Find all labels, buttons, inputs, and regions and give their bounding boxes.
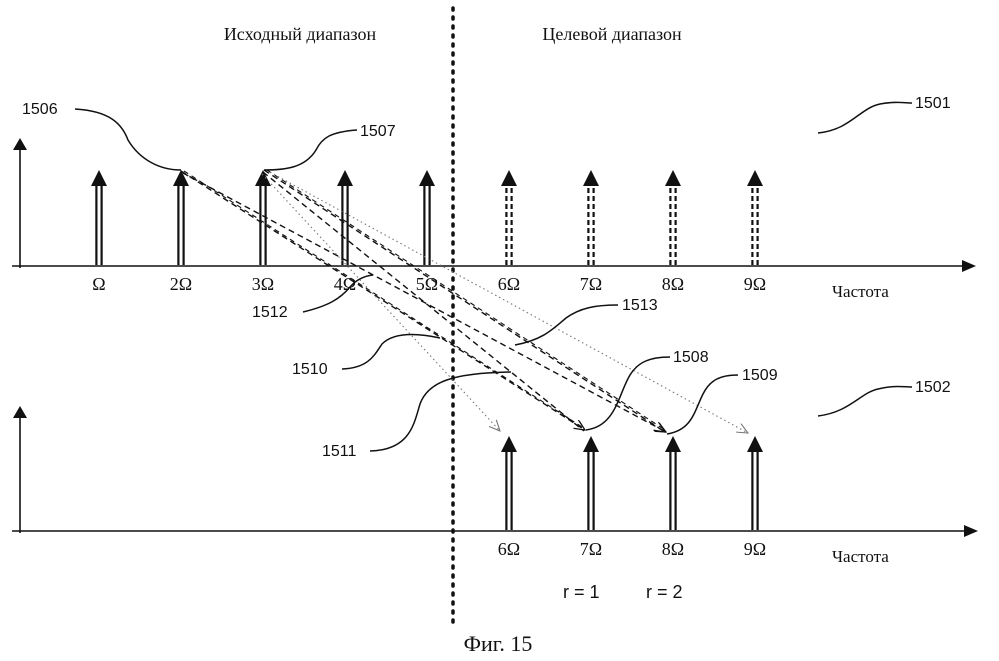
harmonic-arrow-6 [501, 436, 517, 530]
harmonic-arrow-7 [583, 170, 599, 265]
top-tick-label-8: 8Ω [662, 274, 684, 294]
harmonic-arrow-9 [747, 170, 763, 265]
bottom-tick-label-9: 9Ω [744, 539, 766, 559]
bottom-axis-label: Частота [832, 547, 889, 566]
r-equals-2-label: r = 2 [646, 582, 683, 602]
harmonic-arrowhead-4 [337, 170, 353, 186]
harmonic-arrow-7 [583, 436, 599, 530]
leader-1507 [264, 130, 357, 170]
dotted-transposition-arrows [262, 170, 748, 433]
leader-1508 [586, 357, 670, 430]
bottom-tick-labels: 6Ω 7Ω 8Ω 9Ω [498, 539, 766, 559]
leader-1511 [370, 372, 511, 451]
arrow-3omega-to-8omega-b [267, 170, 662, 428]
ref-1509: 1509 [742, 367, 778, 384]
harmonic-arrow-3 [255, 170, 271, 265]
leader-1501 [818, 102, 912, 133]
harmonic-arrowhead-5 [419, 170, 435, 186]
bottom-x-axis-arrowhead [964, 525, 978, 537]
harmonic-arrow-2 [173, 170, 189, 265]
harmonic-arrow-1 [91, 170, 107, 265]
harmonic-arrowhead-1 [91, 170, 107, 186]
harmonic-arrowhead-6 [501, 170, 517, 186]
top-tick-label-1: Ω [92, 274, 105, 294]
ref-1511: 1511 [322, 443, 357, 460]
harmonic-arrowhead-9 [747, 436, 763, 452]
ref-1513: 1513 [622, 297, 658, 314]
top-tick-label-9: 9Ω [744, 274, 766, 294]
r-equals-1-label: r = 1 [563, 582, 600, 602]
arrow-2omega-to-7omega-b [184, 171, 582, 427]
reference-leaders [75, 102, 912, 451]
target-range-label: Целевой диапазон [542, 24, 682, 44]
leader-1506 [75, 109, 181, 170]
bottom-harmonics [501, 436, 763, 530]
harmonic-arrow-5 [419, 170, 435, 265]
top-y-axis-arrowhead [13, 138, 27, 150]
top-axis-label: Частота [832, 282, 889, 301]
top-tick-label-7: 7Ω [580, 274, 602, 294]
dotted-arrow-3omega-to-9omega [266, 170, 748, 433]
top-tick-label-2: 2Ω [170, 274, 192, 294]
top-harmonics [91, 170, 763, 265]
harmonic-arrow-8 [665, 436, 681, 530]
source-range-label: Исходный диапазон [224, 24, 377, 44]
ref-1512: 1512 [252, 304, 288, 321]
bottom-panel: 6Ω 7Ω 8Ω 9Ω Частота [12, 406, 978, 566]
harmonic-arrowhead-7 [583, 436, 599, 452]
ref-1501: 1501 [915, 95, 951, 112]
top-panel: Ω2Ω3Ω4Ω5Ω6Ω7Ω8Ω9Ω Частота [12, 138, 976, 301]
bottom-tick-label-6: 6Ω [498, 539, 520, 559]
ref-1506: 1506 [22, 101, 58, 118]
leader-1502 [818, 387, 912, 417]
top-x-axis-arrowhead [962, 260, 976, 272]
top-tick-labels: Ω2Ω3Ω4Ω5Ω6Ω7Ω8Ω9Ω [92, 274, 766, 294]
ref-1502: 1502 [915, 379, 951, 396]
ref-1507: 1507 [360, 123, 396, 140]
top-tick-label-3: 3Ω [252, 274, 274, 294]
harmonic-arrow-9 [747, 436, 763, 530]
dotted-arrow-3omega-to-6omega [262, 174, 500, 431]
harmonic-arrow-6 [501, 170, 517, 265]
harmonic-arrowhead-6 [501, 436, 517, 452]
bottom-tick-label-8: 8Ω [662, 539, 684, 559]
harmonic-arrowhead-8 [665, 170, 681, 186]
leader-1509 [667, 375, 738, 434]
leader-1513 [515, 305, 618, 345]
arrow-2omega-to-7omega-a [181, 171, 585, 430]
ref-1510: 1510 [292, 361, 328, 378]
leader-1510 [342, 335, 440, 369]
bottom-tick-label-7: 7Ω [580, 539, 602, 559]
harmonic-arrowhead-8 [665, 436, 681, 452]
harmonic-arrow-8 [665, 170, 681, 265]
harmonic-arrowhead-9 [747, 170, 763, 186]
harmonic-arrowhead-7 [583, 170, 599, 186]
top-tick-label-6: 6Ω [498, 274, 520, 294]
reference-numbers: 1501 1502 1506 1507 1508 1509 1510 1511 … [22, 95, 951, 460]
ref-1508: 1508 [673, 349, 709, 366]
bottom-y-axis-arrowhead [13, 406, 27, 418]
harmonic-arrow-4 [337, 170, 353, 265]
figure-caption: Фиг. 15 [464, 631, 533, 656]
